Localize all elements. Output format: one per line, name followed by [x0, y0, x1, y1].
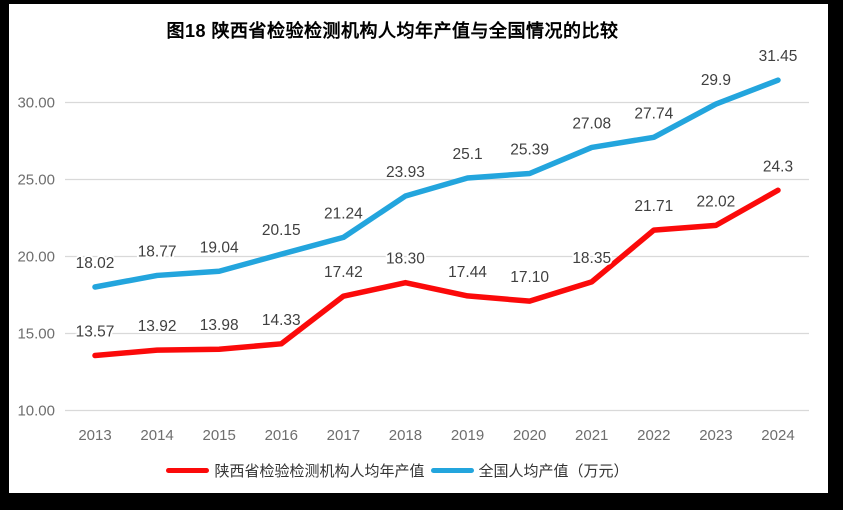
legend-item-shaanxi: 陕西省检验检测机构人均年产值	[166, 460, 425, 481]
x-tick-label: 2013	[78, 427, 111, 444]
chart-plot-area: 10.00 15.00 20.00 25.00 30.00 2013 2014 2015 201…	[17, 46, 809, 444]
data-label-series-0: 13.92	[138, 318, 177, 335]
data-label-series-0: 24.3	[763, 158, 793, 175]
x-tick-label: 2024	[761, 427, 794, 444]
data-label-series-1: 25.1	[452, 146, 482, 163]
y-tick-label: 25.00	[17, 172, 55, 189]
data-label-series-1: 23.93	[386, 164, 425, 181]
data-label-series-0: 22.02	[697, 193, 736, 210]
series-line-0	[92, 187, 781, 359]
data-label-series-1: 21.24	[324, 205, 363, 222]
data-label-series-1: 20.15	[262, 222, 301, 239]
data-label-series-1: 29.9	[701, 72, 731, 89]
x-tick-label: 2019	[451, 427, 484, 444]
x-tick-label: 2016	[265, 427, 298, 444]
chart-title: 图18 陕西省检验检测机构人均年产值与全国情况的比较	[166, 21, 619, 41]
data-label-series-1: 19.04	[200, 239, 239, 256]
x-tick-label: 2020	[513, 427, 546, 444]
data-label-series-0: 14.33	[262, 312, 301, 329]
data-label-series-0: 13.57	[76, 324, 115, 341]
y-tick-label: 10.00	[17, 403, 55, 420]
data-label-series-0: 18.35	[572, 250, 611, 267]
data-label-series-1: 31.45	[759, 48, 798, 65]
blue-line-swatch	[430, 468, 474, 473]
series-line-1	[92, 77, 781, 290]
x-tick-label: 2015	[202, 427, 235, 444]
legend-item-national: 全国人均产值（万元）	[430, 460, 629, 481]
data-label-series-0: 17.44	[448, 264, 487, 281]
x-tick-label: 2018	[389, 427, 422, 444]
data-label-series-0: 21.71	[634, 198, 673, 215]
data-label-series-0: 13.98	[200, 317, 239, 334]
x-tick-label: 2023	[699, 427, 732, 444]
data-label-series-0: 18.30	[386, 251, 425, 268]
y-tick-label: 30.00	[17, 95, 55, 112]
data-label-series-1: 18.77	[138, 243, 177, 260]
y-tick-label: 15.00	[17, 326, 55, 343]
data-label-series-1: 18.02	[76, 255, 115, 272]
data-label-series-1: 27.08	[572, 115, 611, 132]
data-label-series-1: 25.39	[510, 141, 549, 158]
x-tick-label: 2022	[637, 427, 670, 444]
data-label-series-0: 17.10	[510, 269, 549, 286]
chart-legend: 陕西省检验检测机构人均年产值 全国人均产值（万元）	[9, 460, 828, 481]
red-line-swatch	[166, 468, 210, 473]
data-label-series-1: 27.74	[634, 105, 673, 122]
legend-label-shaanxi: 陕西省检验检测机构人均年产值	[214, 463, 425, 480]
x-tick-label: 2021	[575, 427, 608, 444]
x-tick-label: 2017	[327, 427, 360, 444]
legend-label-national: 全国人均产值（万元）	[478, 463, 629, 480]
y-tick-label: 20.00	[17, 249, 55, 266]
data-label-series-0: 17.42	[324, 264, 363, 281]
x-tick-label: 2014	[140, 427, 173, 444]
